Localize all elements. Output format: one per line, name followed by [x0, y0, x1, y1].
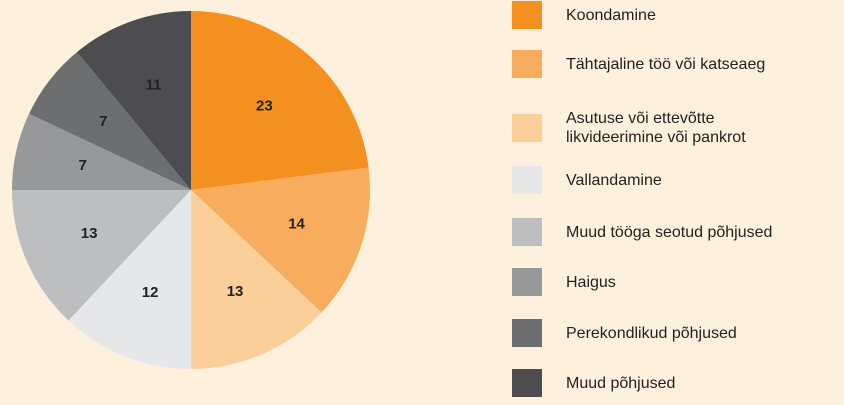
pie-slice [68, 190, 191, 369]
data-label: 12 [142, 284, 159, 301]
pie-slice [191, 190, 322, 369]
legend-label: Koondamine [566, 6, 656, 24]
pie-slice [12, 190, 191, 321]
data-label: 13 [81, 225, 98, 242]
legend-label: Vallandamine [566, 171, 662, 189]
data-label: 7 [99, 113, 107, 130]
legend-item: Haigus [512, 268, 616, 296]
pie-slice [191, 167, 370, 313]
pie-slice [76, 11, 191, 190]
pie-slice [191, 11, 369, 190]
legend-item: Perekondlikud põhjused [512, 319, 737, 347]
legend-label: Haigus [566, 273, 616, 291]
data-label: 7 [79, 157, 87, 174]
legend-item: Vallandamine [512, 166, 662, 194]
legend-swatch [512, 369, 542, 397]
legend-label: Asutuse või ettevõtte likvideerimine või… [566, 110, 746, 146]
data-label: 11 [145, 77, 161, 94]
chart: 23 14 13 12 13 7 7 11 [12, 11, 370, 369]
legend-label: Tähtajaline töö või katseaeg [566, 55, 766, 73]
legend-swatch [512, 166, 542, 194]
legend-item: Koondamine [512, 1, 656, 29]
legend-label: Muud tööga seotud põhjused [566, 223, 773, 241]
legend-label: Perekondlikud põhjused [566, 324, 737, 342]
data-label: 23 [256, 98, 273, 115]
legend-item: Asutuse või ettevõtte likvideerimine või… [512, 109, 796, 147]
legend-swatch [512, 50, 542, 78]
legend-swatch [512, 319, 542, 347]
legend-item: Tähtajaline töö või katseaeg [512, 50, 765, 78]
legend-item: Muud tööga seotud põhjused [512, 218, 772, 246]
pie-slice [29, 52, 192, 191]
pie-slice [12, 113, 191, 190]
legend-label: Muud põhjused [566, 374, 676, 392]
legend-item: Muud põhjused [512, 369, 675, 397]
legend-swatch [512, 268, 542, 296]
legend-swatch [512, 114, 542, 142]
legend-swatch [512, 1, 542, 29]
legend-swatch [512, 218, 542, 246]
data-label: 14 [288, 215, 305, 232]
data-label: 13 [227, 283, 244, 300]
